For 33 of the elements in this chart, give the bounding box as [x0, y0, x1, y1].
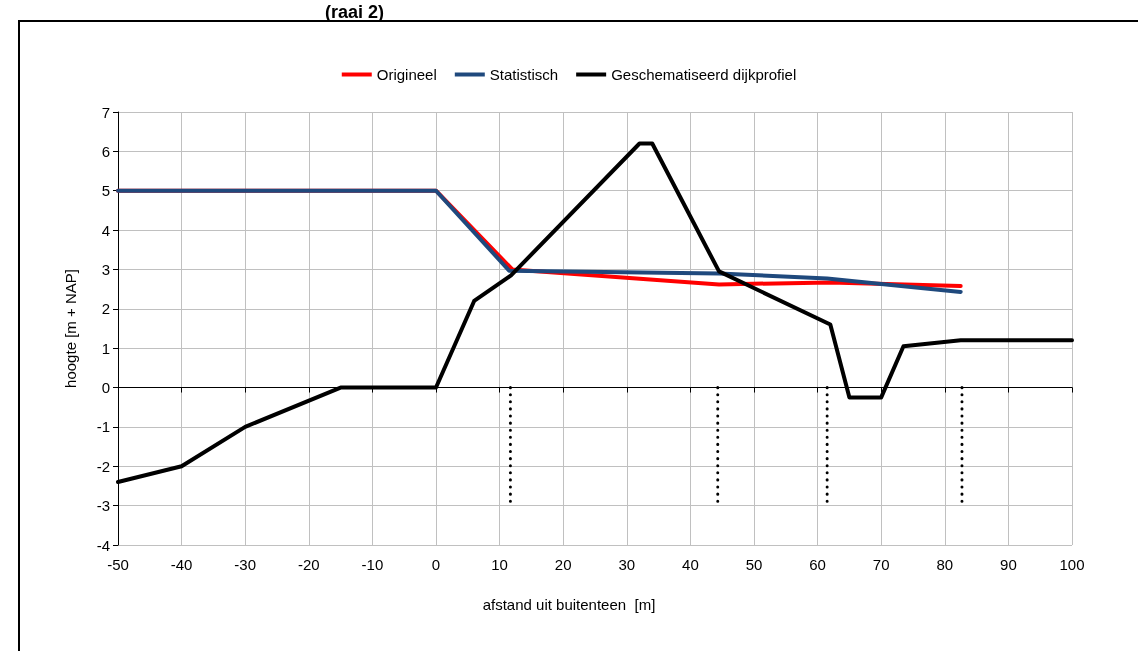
- y-tick-label: 6: [101, 142, 110, 160]
- x-tick-label: 50: [745, 556, 763, 573]
- x-tick-label: -40: [170, 556, 193, 573]
- x-axis-title: afstand uit buitenteen [m]: [482, 596, 656, 613]
- y-tick-label: -4: [96, 536, 110, 554]
- x-tick-label: -10: [361, 556, 384, 573]
- x-tick-label: 0: [431, 556, 441, 573]
- y-tick-label: 2: [101, 300, 110, 318]
- y-axis-title: hoogte [m + NAP]: [62, 269, 79, 388]
- x-tick-label: 10: [491, 556, 508, 573]
- x-tick-label: 70: [872, 556, 890, 573]
- x-tick-label: 100: [1059, 556, 1085, 573]
- y-tick-label: 4: [101, 221, 110, 239]
- x-tick-label: 90: [1000, 556, 1017, 573]
- y-tick-label: 7: [101, 103, 110, 121]
- x-tick-label: 60: [809, 556, 826, 573]
- x-tick-label: 80: [936, 556, 954, 573]
- x-tick-label: -20: [297, 556, 320, 573]
- y-tick-label: -1: [96, 418, 110, 436]
- x-tick-label: 20: [554, 556, 572, 573]
- legend-label: Origineel: [376, 66, 437, 83]
- x-tick-label: -30: [234, 556, 257, 573]
- x-tick-label: 40: [682, 556, 699, 573]
- y-tick-label: 0: [101, 379, 110, 397]
- x-tick-label: -50: [107, 556, 129, 573]
- x-tick-label: 30: [618, 556, 636, 573]
- y-tick-label: -2: [96, 457, 110, 475]
- y-tick-label: 1: [101, 339, 110, 357]
- y-tick-label: 5: [101, 182, 110, 200]
- y-tick-label: 3: [101, 260, 110, 278]
- legend-label: Statistisch: [489, 66, 559, 83]
- y-tick-label: -3: [96, 497, 110, 515]
- legend-label: Geschematiseerd dijkprofiel: [611, 66, 797, 83]
